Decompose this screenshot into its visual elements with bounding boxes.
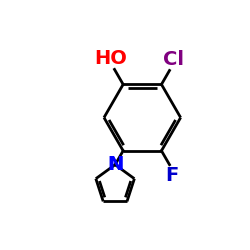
Text: F: F bbox=[165, 166, 178, 185]
Text: N: N bbox=[107, 155, 123, 174]
Text: Cl: Cl bbox=[163, 50, 184, 69]
Text: HO: HO bbox=[94, 49, 127, 68]
Text: N: N bbox=[107, 155, 123, 174]
